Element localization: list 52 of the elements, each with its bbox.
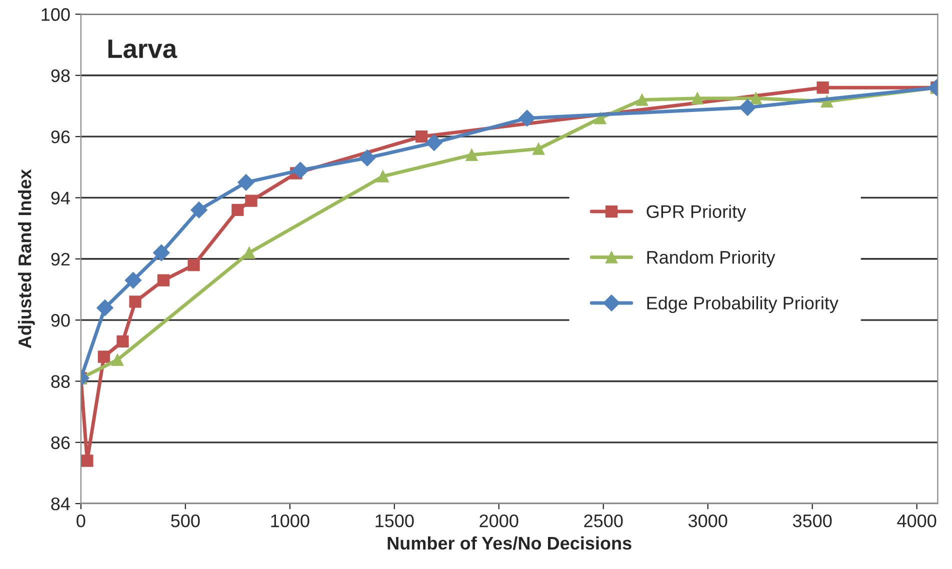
x-tick-label: 1000 xyxy=(271,514,310,528)
point xyxy=(81,454,94,467)
point xyxy=(518,110,536,127)
point xyxy=(691,92,704,104)
point xyxy=(243,246,256,259)
x-tick-label: 3500 xyxy=(792,514,832,528)
y-axis-title: Adjusted Rand Index xyxy=(18,169,35,348)
legend-label: GPR Priority xyxy=(646,204,746,222)
x-tick-label: 500 xyxy=(171,514,200,528)
point xyxy=(190,202,208,218)
x-tick-label: 4000 xyxy=(897,514,936,528)
point xyxy=(124,272,142,289)
x-tick-label: 0 xyxy=(76,514,86,528)
point xyxy=(358,150,376,166)
point xyxy=(376,170,389,182)
point xyxy=(466,148,478,161)
point xyxy=(426,134,442,152)
x-tick-label: 2500 xyxy=(584,514,623,528)
y-tick-label: 90 xyxy=(51,314,70,327)
y-tick-label: 86 xyxy=(51,436,70,450)
point xyxy=(111,354,124,366)
y-tick-label: 96 xyxy=(51,130,70,144)
point xyxy=(292,162,309,179)
point xyxy=(739,99,756,116)
x-axis-title: Number of Yes/No Decisions xyxy=(388,536,632,550)
y-tick-label: 92 xyxy=(51,252,70,266)
point xyxy=(532,142,545,155)
y-tick-label: 98 xyxy=(51,69,70,82)
y-tick-label: 94 xyxy=(51,192,70,204)
y-tick-label: 84 xyxy=(51,498,70,510)
x-tick-label: 1500 xyxy=(376,514,414,528)
y-tick-label: 88 xyxy=(51,375,70,388)
legend-label: Random Priority xyxy=(647,250,776,268)
point xyxy=(750,92,762,104)
legend-label: Edge Probability Priority xyxy=(647,296,838,314)
point xyxy=(245,194,258,207)
point xyxy=(232,204,244,216)
point xyxy=(153,244,170,262)
point xyxy=(96,299,114,316)
point xyxy=(116,335,129,348)
x-tick-label: 2000 xyxy=(480,514,518,528)
point xyxy=(636,94,648,106)
point xyxy=(238,174,254,191)
y-tick-label: 100 xyxy=(42,8,70,21)
point xyxy=(129,296,142,308)
point xyxy=(98,350,110,363)
text: Larva xyxy=(108,40,178,58)
point xyxy=(415,130,428,143)
x-tick-label: 3000 xyxy=(688,514,728,528)
point xyxy=(816,82,829,94)
point xyxy=(188,258,200,272)
point xyxy=(157,274,170,286)
